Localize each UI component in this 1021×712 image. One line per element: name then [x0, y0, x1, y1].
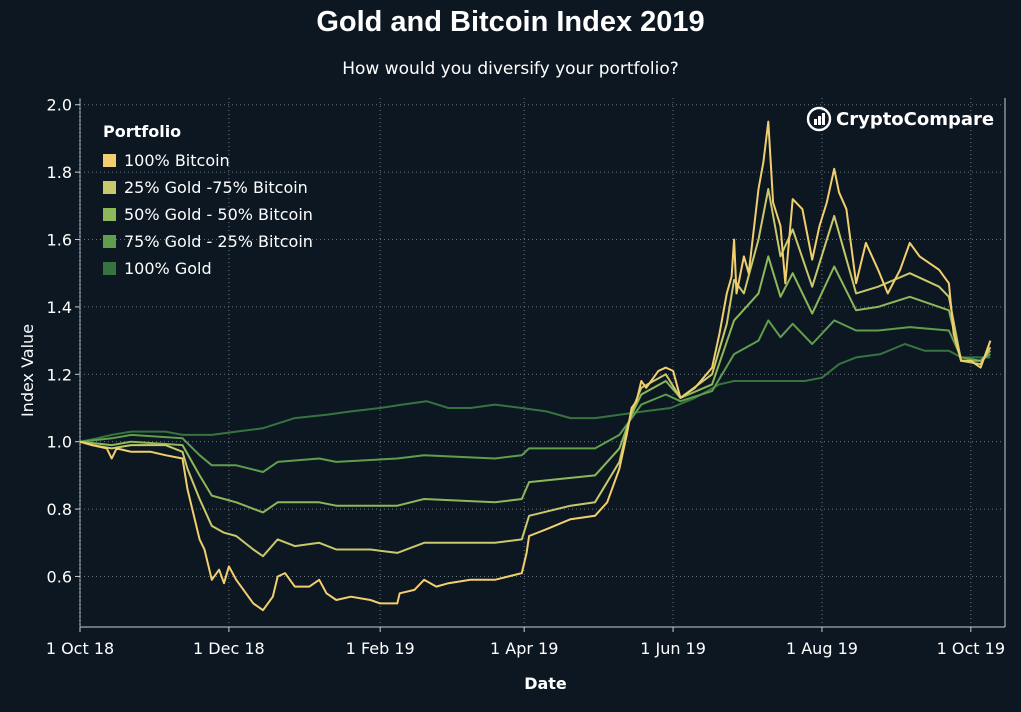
y-tick-label: 0.6 — [47, 567, 72, 586]
legend-item: 100% Gold — [103, 255, 313, 282]
x-tick-label: 1 Aug 19 — [786, 639, 858, 658]
legend-swatch — [103, 181, 116, 194]
y-axis-label: Index Value — [18, 324, 37, 417]
series-line — [79, 343, 991, 443]
legend-item: 75% Gold - 25% Bitcoin — [103, 228, 313, 255]
y-tick-label: 1.6 — [47, 231, 72, 250]
legend-swatch — [103, 208, 116, 221]
legend-label: 75% Gold - 25% Bitcoin — [124, 232, 313, 251]
y-tick-label: 0.8 — [47, 500, 72, 519]
x-tick-label: 1 Feb 19 — [346, 639, 415, 658]
y-tick-label: 1.8 — [47, 163, 72, 182]
chart-subtitle: How would you diversify your portfolio? — [342, 59, 679, 79]
legend-label: 100% Bitcoin — [124, 151, 230, 170]
legend-label: 25% Gold -75% Bitcoin — [124, 178, 308, 197]
series-line — [79, 255, 992, 514]
series-line — [79, 188, 992, 558]
brand-logo: CryptoCompare — [806, 106, 994, 132]
legend-swatch — [103, 262, 116, 275]
cryptocompare-logo-icon — [806, 106, 832, 132]
legend-label: 50% Gold - 50% Bitcoin — [124, 205, 313, 224]
legend-item: 50% Gold - 50% Bitcoin — [103, 201, 313, 228]
x-tick-label: 1 Oct 18 — [46, 639, 114, 658]
series-line — [79, 120, 992, 612]
brand-name: CryptoCompare — [836, 108, 995, 130]
y-tick-label: 2.0 — [47, 96, 72, 115]
legend-label: 100% Gold — [124, 259, 212, 278]
legend-title: Portfolio — [103, 122, 182, 141]
legend-item: 100% Bitcoin — [103, 147, 313, 174]
series-line — [79, 319, 991, 473]
x-tick-label: 1 Dec 18 — [193, 639, 265, 658]
legend-swatch — [103, 235, 116, 248]
y-tick-label: 1.4 — [47, 298, 72, 317]
x-tick-label: 1 Oct 19 — [937, 639, 1005, 658]
y-tick-label: 1.2 — [47, 365, 72, 384]
x-tick-label: 1 Jun 19 — [640, 639, 706, 658]
y-tick-label: 1.0 — [47, 433, 72, 452]
legend-swatch — [103, 154, 116, 167]
x-tick-label: 1 Apr 19 — [490, 639, 558, 658]
chart-title: Gold and Bitcoin Index 2019 — [316, 6, 705, 38]
legend-item: 25% Gold -75% Bitcoin — [103, 174, 313, 201]
legend: Portfolio 100% Bitcoin 25% Gold -75% Bitc… — [103, 122, 313, 282]
x-axis-label: Date — [524, 674, 567, 693]
